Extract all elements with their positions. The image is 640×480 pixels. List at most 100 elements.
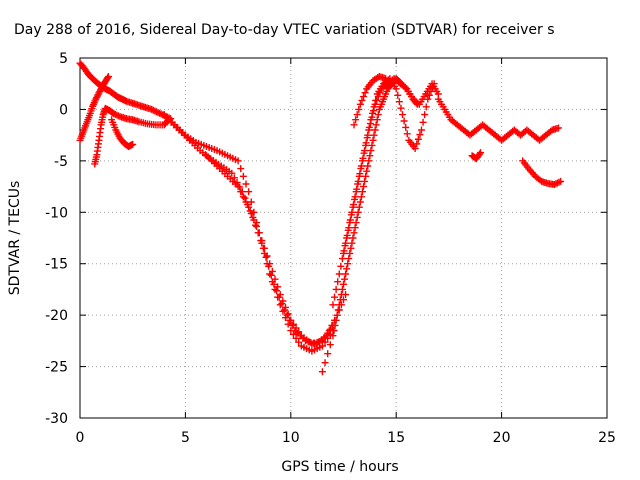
data-point bbox=[368, 113, 376, 121]
data-point bbox=[355, 172, 363, 180]
x-tick-label: 20 bbox=[493, 430, 511, 446]
data-point bbox=[335, 301, 343, 309]
data-point bbox=[357, 165, 365, 173]
data-point bbox=[273, 287, 281, 295]
data-point bbox=[369, 136, 377, 144]
data-point bbox=[241, 194, 249, 202]
data-point bbox=[358, 157, 366, 165]
data-point bbox=[355, 105, 363, 113]
data-point bbox=[258, 237, 266, 245]
data-point bbox=[354, 180, 362, 188]
x-tick-label: 25 bbox=[598, 430, 616, 446]
data-point bbox=[347, 244, 355, 252]
series-track-3 bbox=[91, 104, 173, 168]
data-point bbox=[344, 226, 352, 234]
data-point bbox=[351, 224, 359, 232]
data-point bbox=[357, 193, 365, 201]
data-point bbox=[397, 104, 405, 112]
data-point bbox=[266, 260, 274, 268]
data-point bbox=[337, 262, 345, 270]
series-track-2 bbox=[76, 73, 112, 144]
data-point bbox=[552, 180, 560, 188]
data-point bbox=[402, 123, 410, 131]
data-point bbox=[111, 110, 119, 118]
data-point bbox=[247, 210, 255, 218]
data-point bbox=[557, 177, 565, 185]
data-point bbox=[399, 111, 407, 119]
series-track-4 bbox=[108, 116, 137, 150]
data-point bbox=[362, 172, 370, 180]
data-point bbox=[371, 126, 379, 134]
axis-ticks bbox=[79, 57, 608, 419]
data-point bbox=[368, 141, 376, 149]
data-point bbox=[356, 198, 364, 206]
data-point bbox=[345, 255, 353, 263]
data-point bbox=[382, 75, 390, 83]
data-point bbox=[352, 116, 360, 124]
data-point bbox=[233, 178, 241, 186]
data-point bbox=[364, 162, 372, 170]
data-point bbox=[104, 73, 112, 81]
series-track-12 bbox=[434, 95, 563, 144]
data-point bbox=[234, 183, 242, 191]
data-point bbox=[279, 297, 287, 305]
data-point bbox=[260, 244, 268, 252]
data-point bbox=[93, 92, 101, 100]
plot-frame bbox=[79, 57, 608, 419]
data-point bbox=[352, 219, 360, 227]
y-tick-label: -5 bbox=[54, 154, 68, 170]
data-point bbox=[295, 328, 303, 336]
data-point bbox=[371, 100, 379, 108]
data-point bbox=[395, 98, 403, 106]
data-point bbox=[421, 111, 429, 119]
data-point bbox=[104, 74, 112, 82]
data-series bbox=[76, 59, 565, 376]
x-tick-label: 0 bbox=[76, 430, 85, 446]
data-point bbox=[114, 112, 122, 120]
x-tick-labels: 0 5 10 15 20 25 bbox=[76, 430, 616, 446]
data-point bbox=[283, 311, 291, 319]
data-point bbox=[360, 93, 368, 101]
data-point bbox=[373, 96, 381, 104]
data-point bbox=[279, 307, 287, 315]
data-point bbox=[416, 131, 424, 139]
data-point bbox=[318, 368, 326, 376]
series-track-11 bbox=[350, 73, 390, 129]
data-point bbox=[422, 103, 430, 111]
data-point bbox=[360, 149, 368, 157]
data-point bbox=[276, 291, 284, 299]
data-point bbox=[343, 234, 351, 242]
data-point bbox=[331, 321, 339, 329]
data-point bbox=[282, 303, 290, 311]
data-point bbox=[376, 89, 384, 97]
data-point bbox=[346, 219, 354, 227]
data-point bbox=[268, 267, 276, 275]
data-point bbox=[341, 242, 349, 250]
data-point bbox=[335, 270, 343, 278]
data-point bbox=[251, 221, 259, 229]
data-point bbox=[270, 280, 278, 288]
data-point bbox=[152, 108, 160, 116]
data-point bbox=[475, 150, 483, 158]
data-point bbox=[401, 84, 409, 92]
data-point bbox=[331, 293, 339, 301]
data-point bbox=[129, 140, 137, 148]
data-point bbox=[355, 203, 363, 211]
data-point bbox=[239, 193, 247, 201]
data-point bbox=[374, 111, 382, 119]
data-point bbox=[414, 99, 422, 107]
data-point bbox=[326, 341, 334, 349]
data-point bbox=[338, 255, 346, 263]
data-point bbox=[358, 188, 366, 196]
data-point bbox=[342, 270, 350, 278]
data-point bbox=[338, 285, 346, 293]
data-point bbox=[263, 252, 271, 260]
data-point bbox=[477, 149, 485, 157]
data-point bbox=[242, 198, 250, 206]
data-point bbox=[93, 94, 101, 102]
data-point bbox=[274, 283, 282, 291]
series-track-14 bbox=[468, 149, 485, 163]
data-point bbox=[276, 301, 284, 309]
grid-lines bbox=[80, 58, 607, 418]
data-point bbox=[289, 320, 297, 328]
